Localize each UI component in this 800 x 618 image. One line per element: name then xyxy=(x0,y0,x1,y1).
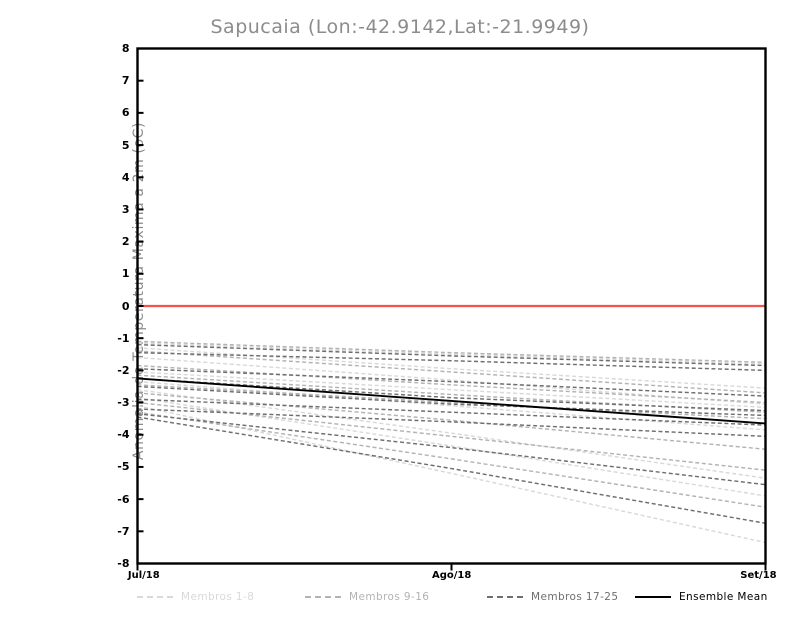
member-line xyxy=(137,416,766,524)
member-line xyxy=(137,342,766,365)
x-tick-label: Ago/18 xyxy=(432,569,472,581)
legend-item[interactable]: Membros 9-16 xyxy=(305,588,429,606)
y-tick-label: 1 xyxy=(121,267,130,281)
member-line xyxy=(137,347,766,389)
y-tick-label: -3 xyxy=(117,396,130,410)
member-line xyxy=(137,374,766,413)
member-line xyxy=(137,411,766,508)
y-tick-label: 7 xyxy=(121,74,130,88)
member-line xyxy=(137,384,766,420)
data-lines-group xyxy=(137,340,766,544)
member-line xyxy=(137,368,766,397)
chart-title: Sapucaia (Lon:-42.9142,Lat:-21.9949) xyxy=(210,16,590,38)
legend-swatch-icon xyxy=(487,596,523,598)
y-tick-label: -6 xyxy=(117,492,130,506)
legend-swatch-icon xyxy=(305,596,341,598)
member-line xyxy=(137,413,766,486)
y-tick-label: -2 xyxy=(117,363,130,377)
chart-legend: Membros 1-8 Membros 9-16 Membros 17-25 Ense… xyxy=(137,588,768,608)
y-tick-label: 8 xyxy=(121,42,130,55)
y-tick-label: -7 xyxy=(117,524,130,538)
y-tick-label: 6 xyxy=(121,106,130,120)
member-line xyxy=(137,385,766,417)
member-line xyxy=(137,343,766,367)
legend-label: Membros 17-25 xyxy=(531,591,619,603)
member-line xyxy=(137,371,766,409)
y-tick-label: -4 xyxy=(117,428,130,442)
x-tick-label: Jul/18 xyxy=(127,569,160,581)
legend-item[interactable]: Membros 1-8 xyxy=(137,588,254,606)
member-line xyxy=(137,377,766,412)
member-line xyxy=(137,364,766,404)
member-line xyxy=(137,397,766,497)
y-tick-label: 0 xyxy=(121,299,130,313)
y-tick-label: -8 xyxy=(117,557,130,570)
y-tick-label: 2 xyxy=(121,235,130,249)
y-tick-label: 4 xyxy=(121,170,130,184)
y-tick-label: 3 xyxy=(121,202,130,216)
member-line xyxy=(137,398,766,426)
member-line xyxy=(137,380,766,431)
y-tick-label: -1 xyxy=(117,331,130,345)
legend-label: Membros 1-8 xyxy=(181,591,255,603)
member-line xyxy=(137,340,766,364)
legend-item[interactable]: Ensemble Mean xyxy=(635,588,768,606)
member-line xyxy=(137,350,766,394)
y-tick-label: -5 xyxy=(117,460,130,474)
legend-swatch-icon xyxy=(635,596,671,598)
ensemble-mean-line xyxy=(137,377,766,425)
legend-item[interactable]: Membros 17-25 xyxy=(487,588,618,606)
tick-marks xyxy=(136,47,767,571)
legend-label: Membros 9-16 xyxy=(349,591,430,603)
member-line xyxy=(137,351,766,372)
x-tick-label: Set/18 xyxy=(740,569,777,581)
legend-swatch-icon xyxy=(137,596,173,598)
legend-label: Ensemble Mean xyxy=(679,591,768,603)
member-line xyxy=(137,408,766,438)
member-line xyxy=(137,388,766,479)
y-tick-label: 5 xyxy=(121,138,130,152)
